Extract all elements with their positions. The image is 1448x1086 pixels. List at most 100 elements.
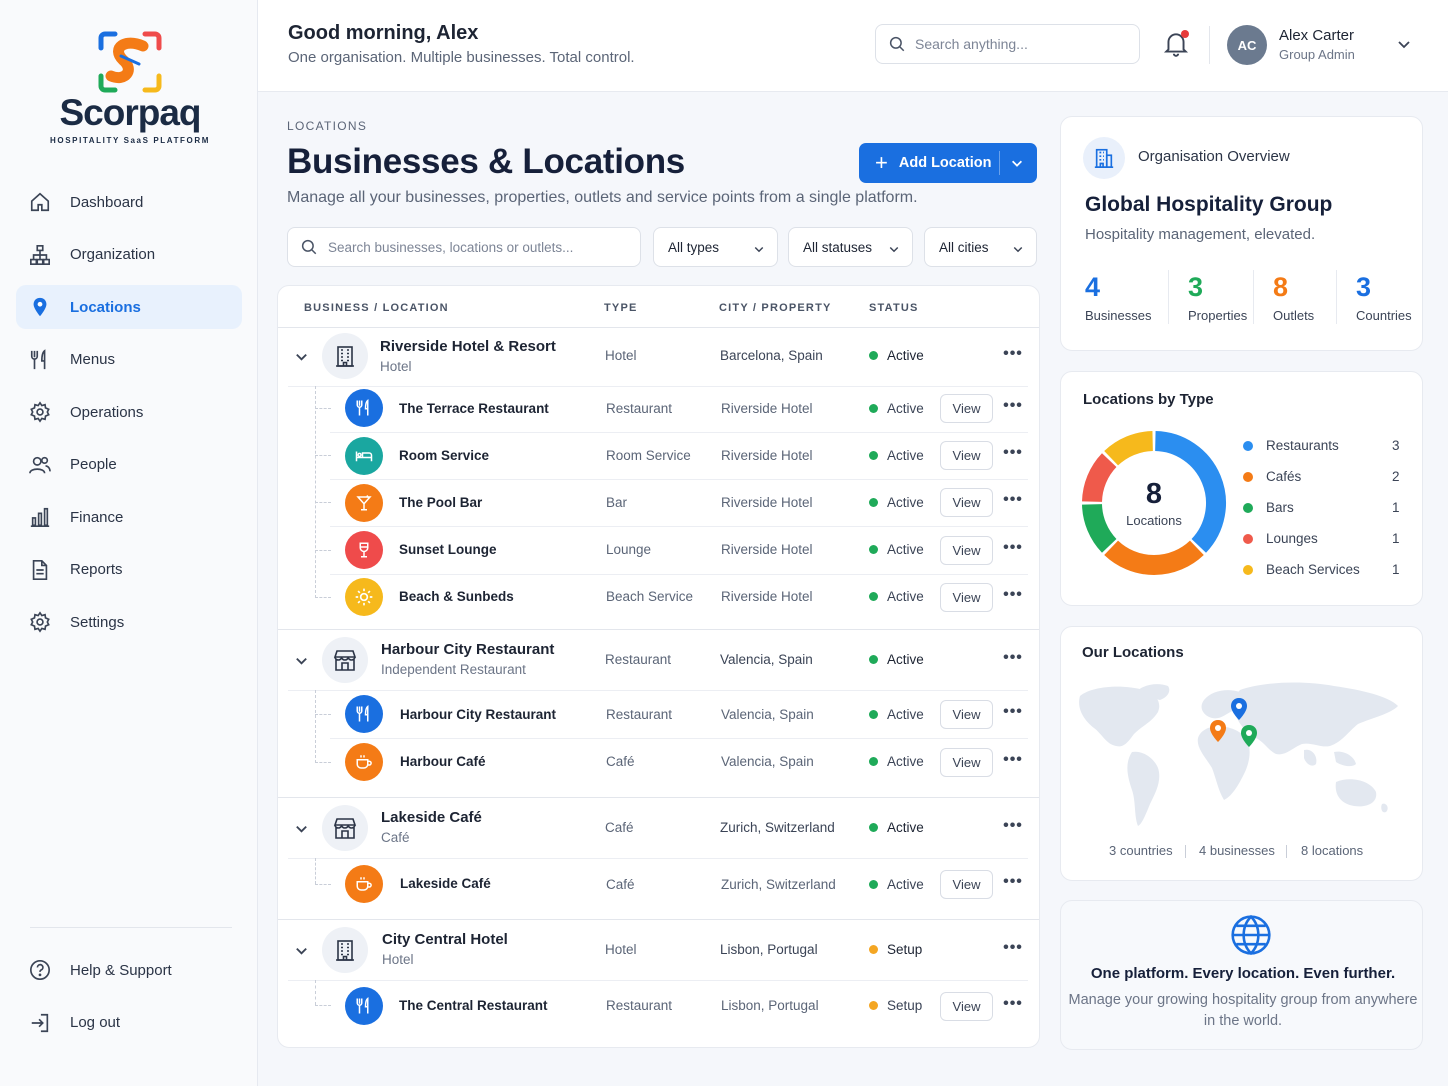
view-button[interactable]: View: [940, 700, 993, 729]
outlet-name[interactable]: The Central Restaurant: [399, 998, 548, 1013]
more-options-icon[interactable]: •••: [1003, 873, 1023, 890]
outlet-name[interactable]: Lakeside Café: [400, 876, 491, 891]
more-options-icon[interactable]: •••: [1003, 345, 1023, 362]
chevron-down-icon[interactable]: [294, 943, 309, 958]
outlet-name[interactable]: Harbour City Restaurant: [400, 707, 557, 722]
world-map[interactable]: [1072, 676, 1402, 834]
nav-label: Menus: [70, 351, 116, 368]
donut-segment-bars[interactable]: [1082, 503, 1117, 553]
more-options-icon[interactable]: •••: [1003, 491, 1023, 508]
view-button[interactable]: View: [940, 870, 993, 899]
status-dot: [869, 823, 878, 832]
more-options-icon[interactable]: •••: [1003, 817, 1023, 834]
business-name[interactable]: Riverside Hotel & Resort: [380, 338, 556, 355]
bell-icon[interactable]: [1163, 30, 1191, 58]
donut-segment-caf-s[interactable]: [1104, 540, 1204, 575]
view-button[interactable]: View: [940, 488, 993, 517]
row-divider: [288, 690, 1028, 691]
status-dot: [869, 592, 878, 601]
more-options-icon[interactable]: •••: [1003, 539, 1023, 556]
legend-dot: [1243, 533, 1253, 544]
locations-donut-chart: [1082, 431, 1226, 575]
brand-logo[interactable]: Scorpaq HOSPITALITY SaaS PLATFORM: [50, 30, 210, 145]
group-divider: [278, 629, 1039, 630]
status-filter-select[interactable]: All statuses: [788, 227, 913, 267]
type-filter-select[interactable]: All types: [653, 227, 778, 267]
nav-item-locations[interactable]: Locations: [16, 285, 242, 329]
more-options-icon[interactable]: •••: [1003, 397, 1023, 414]
donut-segment-restaurants[interactable]: [1154, 431, 1226, 553]
business-name[interactable]: Harbour City Restaurant: [381, 641, 555, 658]
more-options-icon[interactable]: •••: [1003, 939, 1023, 956]
location-search-input[interactable]: Search businesses, locations or outlets.…: [287, 227, 641, 267]
city-cell: Zurich, Switzerland: [720, 820, 835, 835]
nav-item-settings[interactable]: Settings: [16, 600, 242, 644]
search-placeholder: Search anything...: [915, 36, 1028, 52]
add-location-label: Add Location: [898, 155, 992, 171]
divider: [1209, 26, 1210, 64]
view-button[interactable]: View: [940, 441, 993, 470]
more-options-icon[interactable]: •••: [1003, 995, 1023, 1012]
nav-item-organization[interactable]: Organization: [16, 233, 242, 277]
tree-branch: [315, 1005, 331, 1006]
outlet-name[interactable]: Beach & Sunbeds: [399, 589, 514, 604]
nav-item-logout[interactable]: Log out: [16, 1001, 242, 1045]
global-search-input[interactable]: Search anything...: [875, 24, 1140, 64]
nav-item-finance[interactable]: Finance: [16, 495, 242, 539]
more-options-icon[interactable]: •••: [1003, 649, 1023, 666]
row-divider: [330, 738, 1028, 739]
more-options-icon[interactable]: •••: [1003, 586, 1023, 603]
outlet-name[interactable]: Room Service: [399, 448, 490, 463]
view-button[interactable]: View: [940, 992, 993, 1021]
city-filter-select[interactable]: All cities: [924, 227, 1037, 267]
legend-dot: [1243, 440, 1253, 451]
donut-segment-lounges[interactable]: [1082, 453, 1117, 503]
outlet-name[interactable]: Sunset Lounge: [399, 542, 497, 557]
help-icon: [28, 958, 52, 982]
map-pin-icon[interactable]: [1210, 720, 1226, 742]
fork-knife-icon: [345, 987, 383, 1025]
chevron-down-icon[interactable]: [294, 349, 309, 364]
nav-item-help[interactable]: Help & Support: [16, 948, 242, 992]
status-badge: Active: [869, 754, 924, 769]
outlet-name[interactable]: Harbour Café: [400, 754, 486, 769]
view-button[interactable]: View: [940, 394, 993, 423]
chevron-down-icon[interactable]: [1396, 36, 1412, 52]
status-dot: [869, 710, 878, 719]
chevron-down-icon[interactable]: [294, 653, 309, 668]
more-options-icon[interactable]: •••: [1003, 703, 1023, 720]
legend-dot: [1243, 471, 1253, 482]
legend-item-lounges: Lounges: [1243, 531, 1318, 546]
chevron-down-icon[interactable]: [294, 821, 309, 836]
avatar[interactable]: AC: [1227, 25, 1267, 65]
more-options-icon[interactable]: •••: [1003, 751, 1023, 768]
nav-item-dashboard[interactable]: Dashboard: [16, 180, 242, 224]
view-button[interactable]: View: [940, 583, 993, 612]
business-name[interactable]: Lakeside Café: [381, 809, 482, 826]
nav-item-people[interactable]: People: [16, 443, 242, 487]
map-pin-icon[interactable]: [1231, 698, 1247, 720]
sidebar: Scorpaq HOSPITALITY SaaS PLATFORM Dashbo…: [0, 0, 258, 1086]
outlet-name[interactable]: The Pool Bar: [399, 495, 483, 510]
add-location-button[interactable]: + Add Location: [859, 143, 1037, 183]
hierarchy-icon: [28, 243, 52, 267]
nav-item-reports[interactable]: Reports: [16, 548, 242, 592]
tree-connector: [315, 386, 316, 598]
promo-subtitle: Manage your growing hospitality group fr…: [1068, 992, 1418, 1029]
donut-segment-beach-services[interactable]: [1104, 431, 1154, 466]
chevron-down-icon[interactable]: [1010, 156, 1024, 170]
tree-branch: [315, 455, 331, 456]
nav-item-operations[interactable]: Operations: [16, 390, 242, 434]
city-cell: Riverside Hotel: [721, 448, 813, 463]
outlet-name[interactable]: The Terrace Restaurant: [399, 401, 549, 416]
business-name[interactable]: City Central Hotel: [382, 931, 508, 948]
view-button[interactable]: View: [940, 536, 993, 565]
nav-item-menus[interactable]: Menus: [16, 338, 242, 382]
nav-label: Reports: [70, 561, 123, 578]
legend-value: 2: [1392, 469, 1400, 484]
more-options-icon[interactable]: •••: [1003, 444, 1023, 461]
tree-connector: [315, 980, 316, 1005]
map-pin-icon[interactable]: [1241, 725, 1257, 747]
type-cell: Café: [606, 754, 635, 769]
view-button[interactable]: View: [940, 748, 993, 777]
